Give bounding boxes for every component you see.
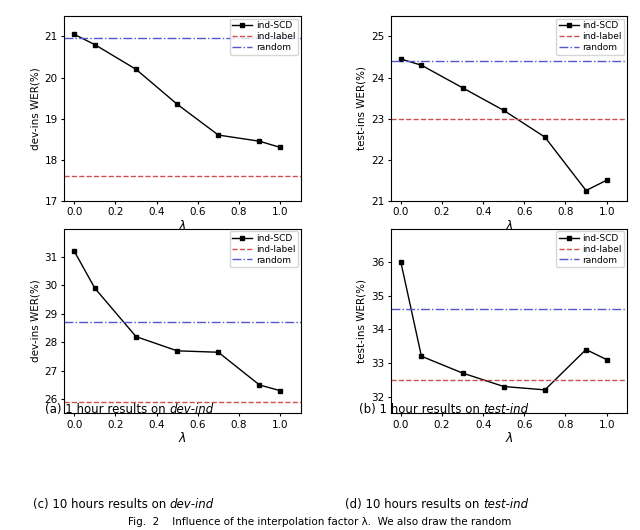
ind-SCD: [500, 383, 508, 390]
ind-SCD: [500, 107, 508, 113]
ind-SCD: [214, 132, 222, 138]
ind-SCD: [459, 370, 467, 376]
ind-SCD: [70, 248, 78, 254]
Line: ind-SCD: ind-SCD: [399, 260, 609, 392]
ind-SCD: [91, 41, 99, 48]
ind-SCD: [276, 144, 284, 151]
Y-axis label: test-ins WER(%): test-ins WER(%): [357, 66, 367, 151]
Text: dev-ind: dev-ind: [170, 498, 214, 511]
Y-axis label: test-ins WER(%): test-ins WER(%): [357, 279, 367, 363]
Line: ind-SCD: ind-SCD: [72, 32, 282, 150]
Legend: ind-SCD, ind-label, random: ind-SCD, ind-label, random: [556, 231, 625, 267]
Text: test-ind: test-ind: [483, 403, 529, 416]
X-axis label: λ: λ: [179, 220, 186, 233]
Text: dev-ind: dev-ind: [170, 403, 214, 416]
Text: (a) 1 hour results on: (a) 1 hour results on: [45, 403, 170, 416]
ind-SCD: [417, 62, 425, 68]
ind-SCD: [417, 353, 425, 359]
ind-SCD: [397, 56, 404, 62]
Text: (d) 10 hours results on: (d) 10 hours results on: [345, 498, 483, 511]
X-axis label: λ: λ: [179, 432, 186, 445]
ind-SCD: [255, 382, 263, 388]
ind-SCD: [397, 259, 404, 266]
ind-SCD: [541, 387, 548, 393]
ind-SCD: [582, 187, 590, 193]
ind-SCD: [70, 31, 78, 38]
ind-SCD: [255, 138, 263, 144]
ind-SCD: [173, 348, 181, 354]
X-axis label: λ: λ: [505, 220, 513, 233]
Legend: ind-SCD, ind-label, random: ind-SCD, ind-label, random: [230, 19, 298, 55]
Line: ind-SCD: ind-SCD: [72, 249, 282, 393]
Line: ind-SCD: ind-SCD: [399, 57, 609, 193]
ind-SCD: [276, 387, 284, 394]
Text: Fig.  2    Influence of the interpolation factor λ.  We also draw the random: Fig. 2 Influence of the interpolation fa…: [128, 517, 512, 527]
ind-SCD: [214, 349, 222, 356]
ind-SCD: [459, 85, 467, 91]
ind-SCD: [603, 357, 611, 363]
X-axis label: λ: λ: [505, 432, 513, 445]
ind-SCD: [173, 101, 181, 108]
Y-axis label: dev-ins WER(%): dev-ins WER(%): [30, 67, 40, 149]
ind-SCD: [132, 333, 140, 340]
Text: (c) 10 hours results on: (c) 10 hours results on: [33, 498, 170, 511]
ind-SCD: [132, 66, 140, 73]
Text: test-ind: test-ind: [483, 498, 529, 511]
Text: (b) 1 hour results on: (b) 1 hour results on: [358, 403, 483, 416]
ind-SCD: [582, 346, 590, 352]
ind-SCD: [541, 134, 548, 140]
Y-axis label: dev-ins WER(%): dev-ins WER(%): [30, 280, 40, 363]
ind-SCD: [91, 285, 99, 292]
Legend: ind-SCD, ind-label, random: ind-SCD, ind-label, random: [556, 19, 625, 55]
Legend: ind-SCD, ind-label, random: ind-SCD, ind-label, random: [230, 231, 298, 267]
ind-SCD: [603, 177, 611, 183]
